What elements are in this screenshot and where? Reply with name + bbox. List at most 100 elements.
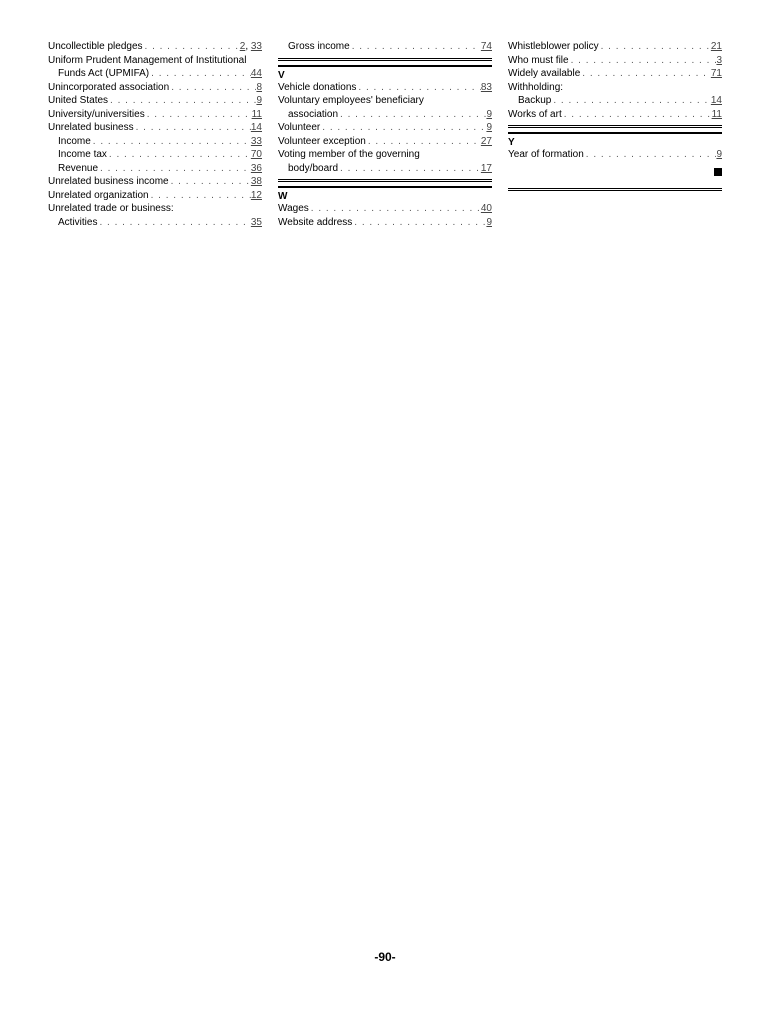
index-entry-pages: 70	[251, 148, 262, 162]
leader-dots: . . . . . . . . . . . . . . . . . . . . …	[551, 94, 711, 108]
index-entry: body/board . . . . . . . . . . . . . . .…	[278, 162, 492, 176]
index-entry: Unincorporated association . . . . . . .…	[48, 81, 262, 95]
page-ref[interactable]: 27	[481, 136, 492, 147]
leader-dots: . . . . . . . . . . . . . . . . . . . . …	[108, 94, 256, 108]
index-entry-label: Website address	[278, 216, 352, 230]
index-entry-pages: 11	[712, 108, 722, 122]
index-entry-label: Gross income	[288, 40, 350, 54]
index-column-3: Whistleblower policy . . . . . . . . . .…	[508, 40, 722, 229]
index-entry-pages: 9	[716, 148, 722, 162]
page-ref[interactable]: 33	[251, 41, 262, 52]
page-ref[interactable]: 9	[486, 109, 492, 120]
leader-dots: . . . . . . . . . . . . . . . . . . . . …	[320, 121, 486, 135]
page-ref[interactable]: 71	[711, 68, 722, 79]
section-divider	[278, 179, 492, 182]
page-ref[interactable]: 33	[251, 136, 262, 147]
index-entry-label: Unrelated organization	[48, 189, 149, 203]
page-ref[interactable]: 12	[251, 190, 262, 201]
leader-dots: . . . . . . . . . . . . . . . . . . . . …	[134, 121, 251, 135]
leader-dots: . . . . . . . . . . . . . . . . . . . . …	[350, 40, 481, 54]
index-entry: Funds Act (UPMIFA) . . . . . . . . . . .…	[48, 67, 262, 81]
leader-dots: . . . . . . . . . . . . . . . . . . . . …	[145, 108, 252, 122]
index-entry-label: Activities	[58, 216, 97, 230]
page-ref[interactable]: 9	[716, 149, 722, 160]
index-entry-pages: 44	[251, 67, 262, 81]
index-entry-pages: 71	[711, 67, 722, 81]
page-ref[interactable]: 14	[251, 122, 262, 133]
index-entry: Unrelated business . . . . . . . . . . .…	[48, 121, 262, 135]
leader-dots: . . . . . . . . . . . . . . . . . . . . …	[338, 162, 481, 176]
page-ref[interactable]: 74	[481, 41, 492, 52]
index-entry-label: Year of formation	[508, 148, 584, 162]
index-entry-label: Wages	[278, 202, 309, 216]
index-entry: Vehicle donations . . . . . . . . . . . …	[278, 81, 492, 95]
page-ref[interactable]: 70	[251, 149, 262, 160]
index-entry: Revenue . . . . . . . . . . . . . . . . …	[48, 162, 262, 176]
index-entry-label: University/universities	[48, 108, 145, 122]
page-ref[interactable]: 17	[481, 163, 492, 174]
page-ref[interactable]: 35	[251, 217, 262, 228]
leader-dots: . . . . . . . . . . . . . . . . . . . . …	[169, 81, 256, 95]
index-entry: University/universities . . . . . . . . …	[48, 108, 262, 122]
page-ref[interactable]: 36	[251, 163, 262, 174]
index-entry: Activities . . . . . . . . . . . . . . .…	[48, 216, 262, 230]
index-entry: Works of art . . . . . . . . . . . . . .…	[508, 108, 722, 122]
index-entry: Income tax . . . . . . . . . . . . . . .…	[48, 148, 262, 162]
index-entry-pages: 27	[481, 135, 492, 149]
leader-dots: . . . . . . . . . . . . . . . . . . . . …	[599, 40, 711, 54]
leader-dots: . . . . . . . . . . . . . . . . . . . . …	[569, 54, 717, 68]
index-entry-label: Income	[58, 135, 91, 149]
index-entry-pages: 36	[251, 162, 262, 176]
index-entry: Year of formation . . . . . . . . . . . …	[508, 148, 722, 162]
page-ref[interactable]: 44	[251, 68, 262, 79]
index-entry-pages: 9	[486, 108, 492, 122]
index-entry-pages: 14	[711, 94, 722, 108]
page-footer: -90-	[0, 950, 770, 964]
leader-dots: . . . . . . . . . . . . . . . . . . . . …	[98, 162, 251, 176]
index-entry-label: United States	[48, 94, 108, 108]
page-ref[interactable]: 21	[711, 41, 722, 52]
leader-dots: . . . . . . . . . . . . . . . . . . . . …	[169, 175, 251, 189]
leader-dots: . . . . . . . . . . . . . . . . . . . . …	[338, 108, 486, 122]
index-entry-label: Uncollectible pledges	[48, 40, 143, 54]
page-ref[interactable]: 9	[486, 217, 492, 228]
page-ref[interactable]: 11	[712, 109, 722, 120]
index-entry-label: Works of art	[508, 108, 562, 122]
index-entry-pages: 83	[481, 81, 492, 95]
leader-dots: . . . . . . . . . . . . . . . . . . . . …	[366, 135, 481, 149]
index-entry: Backup . . . . . . . . . . . . . . . . .…	[508, 94, 722, 108]
final-divider	[508, 188, 722, 191]
page-ref[interactable]: 8	[256, 82, 262, 93]
index-entry-pages: 74	[481, 40, 492, 54]
index-entry-pages: 9	[486, 216, 492, 230]
index-entry-pages: 3	[716, 54, 722, 68]
index-entry: United States . . . . . . . . . . . . . …	[48, 94, 262, 108]
index-entry-label: Unrelated business	[48, 121, 134, 135]
index-entry-pages: 11	[252, 108, 262, 122]
index-entry-pages: 12	[251, 189, 262, 203]
index-entry-label: Vehicle donations	[278, 81, 356, 95]
end-of-index-icon	[714, 168, 722, 176]
index-entry: Wages . . . . . . . . . . . . . . . . . …	[278, 202, 492, 216]
page-ref[interactable]: 11	[252, 109, 262, 120]
index-entry-label: Who must file	[508, 54, 569, 68]
page-ref[interactable]: 83	[481, 82, 492, 93]
index-entry-label: Widely available	[508, 67, 580, 81]
page-ref[interactable]: 9	[256, 95, 262, 106]
index-entry: Income . . . . . . . . . . . . . . . . .…	[48, 135, 262, 149]
section-heading: W	[278, 186, 492, 202]
index-entry: Gross income . . . . . . . . . . . . . .…	[278, 40, 492, 54]
section-heading: Y	[508, 132, 722, 148]
leader-dots: . . . . . . . . . . . . . . . . . . . . …	[352, 216, 486, 230]
page-ref[interactable]: 40	[481, 203, 492, 214]
index-entry-label: Income tax	[58, 148, 107, 162]
index-entry-pages: 17	[481, 162, 492, 176]
page-ref[interactable]: 14	[711, 95, 722, 106]
index-entry-pages: 9	[256, 94, 262, 108]
index-entry-wrap: Voluntary employees' beneficiary	[278, 94, 492, 108]
section-heading: V	[278, 65, 492, 81]
page-ref[interactable]: 38	[251, 176, 262, 187]
index-entry: Volunteer exception . . . . . . . . . . …	[278, 135, 492, 149]
page-ref[interactable]: 9	[486, 122, 492, 133]
page-ref[interactable]: 3	[716, 55, 722, 66]
